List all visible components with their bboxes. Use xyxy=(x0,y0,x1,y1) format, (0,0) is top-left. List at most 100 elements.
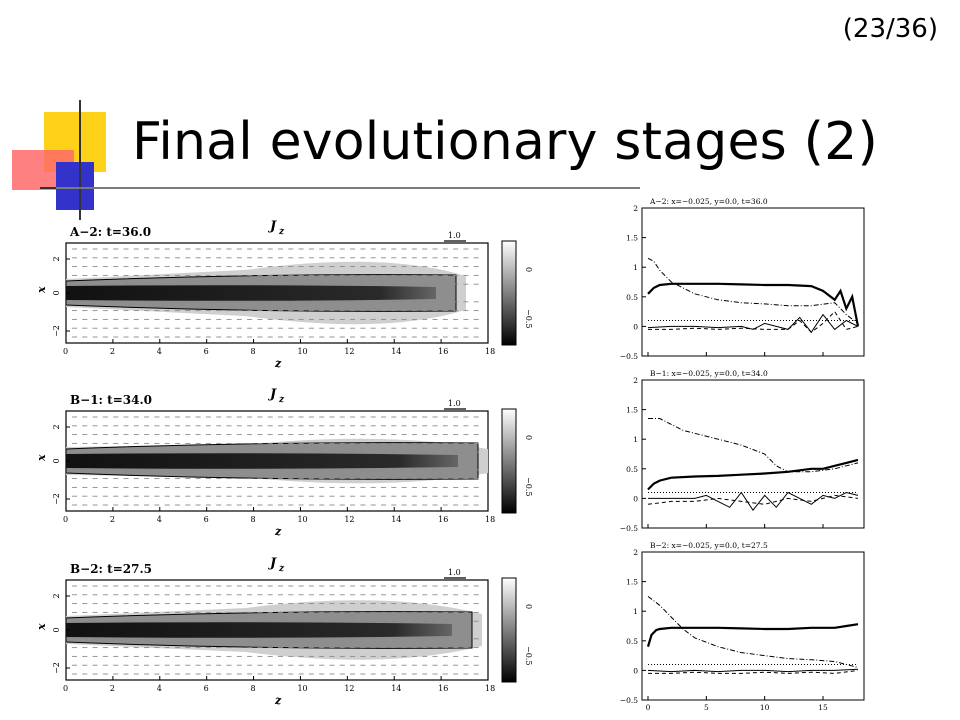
series-line xyxy=(646,623,859,648)
vector-field xyxy=(72,585,479,675)
colorbar-tick-label: 0 xyxy=(524,435,533,440)
vector-field xyxy=(72,416,479,506)
colorbar-tick-label: 0 xyxy=(524,604,533,609)
x-tick-label: 4 xyxy=(157,347,162,356)
series-line xyxy=(647,668,859,673)
vector-field xyxy=(72,248,479,338)
y-tick-label: 0.5 xyxy=(626,637,638,646)
y-tick-label: 2 xyxy=(633,548,638,557)
x-tick-label: 5 xyxy=(704,703,709,712)
colorbar-tick-label: −0.5 xyxy=(524,646,533,665)
x-tick-label: 15 xyxy=(818,703,828,712)
y-tick-label: 1.5 xyxy=(626,578,638,587)
x-tick-label: 18 xyxy=(485,347,495,356)
field-subscript: z xyxy=(278,564,285,574)
x-tick-label: 4 xyxy=(157,684,162,693)
colorbar-tick-label: −0.5 xyxy=(524,477,533,496)
x-tick-label: 8 xyxy=(251,347,256,356)
x-tick-label: 12 xyxy=(344,515,354,524)
series-line xyxy=(647,596,859,668)
colorbar xyxy=(501,577,517,683)
y-tick-label: 0.5 xyxy=(626,293,638,302)
x-axis-label: z xyxy=(274,694,282,707)
y-tick-label: 1.5 xyxy=(626,406,638,415)
core-contour xyxy=(66,285,436,301)
x-tick-label: 6 xyxy=(204,515,209,524)
x-tick-label: 0 xyxy=(63,684,68,693)
series-line xyxy=(647,458,859,491)
colorbar-tick-label: −0.5 xyxy=(524,309,533,328)
x-tick-label: 10 xyxy=(760,703,770,712)
y-tick-label: 0 xyxy=(633,494,638,503)
x-tick-label: 2 xyxy=(110,684,115,693)
y-tick-label: 0 xyxy=(52,458,61,463)
y-tick-label: −2 xyxy=(52,493,61,505)
x-tick-label: 2 xyxy=(110,515,115,524)
chart-title: A−2: x=−0.025, y=0.0, t=36.0 xyxy=(649,197,768,206)
x-tick-label: 10 xyxy=(297,515,307,524)
series-line xyxy=(647,313,859,334)
y-tick-label: 1 xyxy=(633,263,638,272)
colorbar xyxy=(501,240,517,346)
x-tick-label: 14 xyxy=(391,684,401,693)
profile-chart: B−1: x=−0.025, y=0.0, t=34.0 2 1.5 1 0.5 0 −0.… xyxy=(620,369,865,533)
y-tick-label: 0.5 xyxy=(626,465,638,474)
slide-title: Final evolutionary stages (2) xyxy=(132,112,878,172)
series-line xyxy=(647,257,859,324)
series-line xyxy=(648,310,859,333)
x-axis-label: z xyxy=(746,713,751,716)
chart-frame xyxy=(641,207,865,357)
y-tick-label: −0.5 xyxy=(620,352,638,361)
series-line xyxy=(647,282,860,327)
y-tick-label: 0 xyxy=(633,666,638,675)
slide-counter: (23/36) xyxy=(842,14,938,44)
y-tick-label: 0 xyxy=(633,322,638,331)
x-tick-label: 10 xyxy=(297,684,307,693)
x-tick-label: 8 xyxy=(251,515,256,524)
x-axis-label: z xyxy=(274,525,282,538)
profile-charts: A−2: x=−0.025, y=0.0, t=36.0 2 1.5 1 0.5 0 −0.… xyxy=(620,197,865,716)
arrow-scale-label: 1.0 xyxy=(448,399,461,408)
y-tick-label: 1 xyxy=(633,435,638,444)
field-symbol: J xyxy=(267,219,277,234)
x-tick-label: 6 xyxy=(204,347,209,356)
y-tick-label: −2 xyxy=(52,662,61,674)
field-subscript: z xyxy=(278,395,285,405)
x-tick-label: 18 xyxy=(485,515,495,524)
field-symbol: J xyxy=(267,556,277,571)
y-tick-label: 2 xyxy=(633,376,638,385)
profile-chart: B−2: x=−0.025, y=0.0, t=27.5 2 1.5 1 0.5 0 −0.… xyxy=(620,541,865,716)
x-tick-label: 16 xyxy=(438,515,448,524)
series-line xyxy=(648,669,859,674)
y-tick-label: 1.5 xyxy=(626,234,638,243)
colorbar xyxy=(501,408,517,514)
y-tick-label: −0.5 xyxy=(620,524,638,533)
y-axis-label: x xyxy=(35,623,48,631)
y-tick-label: 1 xyxy=(633,607,638,616)
y-tick-label: −2 xyxy=(52,325,61,337)
title-decoration-squares xyxy=(12,100,140,220)
x-tick-label: 12 xyxy=(344,347,354,356)
y-tick-label: 2 xyxy=(52,424,61,429)
arrow-scale-label: 1.0 xyxy=(448,231,461,240)
x-tick-label: 6 xyxy=(204,684,209,693)
x-tick-label: 12 xyxy=(344,684,354,693)
x-tick-label: 4 xyxy=(157,515,162,524)
core-contour xyxy=(66,453,458,469)
x-axis-label: z xyxy=(274,357,282,370)
y-tick-label: 2 xyxy=(52,256,61,261)
y-tick-label: 2 xyxy=(633,204,638,213)
x-tick-label: 8 xyxy=(251,684,256,693)
panel-label: B−1: t=34.0 xyxy=(70,393,152,407)
x-tick-label: 16 xyxy=(438,347,448,356)
profile-chart: A−2: x=−0.025, y=0.0, t=36.0 2 1.5 1 0.5 0 −0.… xyxy=(620,197,865,361)
y-axis-label: x xyxy=(35,286,48,294)
panel-label: A−2: t=36.0 xyxy=(69,225,151,239)
x-tick-label: 0 xyxy=(646,703,651,712)
series-line xyxy=(648,491,859,512)
x-tick-label: 0 xyxy=(63,347,68,356)
